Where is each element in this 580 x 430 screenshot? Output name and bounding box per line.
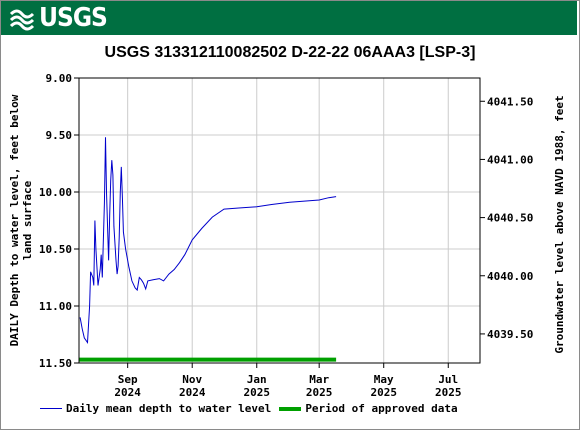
x-tick-label-year: 2025 bbox=[370, 386, 397, 399]
legend: Daily mean depth to water level Period o… bbox=[40, 402, 466, 415]
y2-tick-label: 4041.50 bbox=[487, 95, 533, 108]
y2-tick-label: 4039.50 bbox=[487, 328, 533, 341]
x-tick-label-month: Nov bbox=[182, 373, 202, 386]
legend-label-depth: Daily mean depth to water level bbox=[66, 402, 272, 415]
x-tick-label-month: May bbox=[374, 373, 394, 386]
y-tick-label: 9.00 bbox=[46, 72, 73, 85]
usgs-logo-text: USGS bbox=[39, 3, 108, 33]
x-tick-label-year: 2024 bbox=[179, 386, 206, 399]
usgs-wave-icon bbox=[9, 9, 35, 31]
x-tick-label-year: 2024 bbox=[114, 386, 141, 399]
y-tick-label: 10.00 bbox=[39, 186, 72, 199]
x-tick-label-month: Mar bbox=[309, 373, 329, 386]
y2-tick-label: 4040.00 bbox=[487, 270, 533, 283]
usgs-logo: USGS bbox=[9, 3, 108, 33]
y2-axis-label: Groundwater level above NAVD 1988, feet bbox=[553, 95, 566, 353]
chart-title: USGS 313312110082502 D-22-22 06AAA3 [LSP… bbox=[104, 44, 476, 61]
y-tick-label: 9.50 bbox=[46, 129, 73, 142]
y-tick-label: 11.50 bbox=[39, 357, 72, 370]
legend-swatch-depth bbox=[40, 408, 62, 409]
x-tick-label-month: Sep bbox=[118, 373, 138, 386]
series-line-depth bbox=[79, 137, 337, 344]
series-layer bbox=[79, 137, 337, 344]
x-tick-label-year: 2025 bbox=[244, 386, 271, 399]
y-tick-label: 10.50 bbox=[39, 243, 72, 256]
y-tick-label: 11.00 bbox=[39, 300, 72, 313]
legend-label-approved: Period of approved data bbox=[305, 402, 458, 415]
y-axis-label: DAILY Depth to water level, feet belowla… bbox=[8, 94, 34, 346]
legend-item-approved: Period of approved data bbox=[279, 402, 458, 415]
x-tick-label-month: Jul bbox=[438, 373, 458, 386]
plot-border bbox=[78, 77, 481, 364]
y-axis-label-line1: DAILY Depth to water level, feet below bbox=[8, 94, 21, 346]
x-tick-label-year: 2025 bbox=[306, 386, 333, 399]
y2-axis-ticks: 4041.50 4041.00 4040.50 4040.00 4039.50 bbox=[480, 95, 533, 341]
y2-tick-label: 4041.00 bbox=[487, 153, 533, 166]
x-tick-label-year: 2025 bbox=[435, 386, 462, 399]
y2-tick-label: 4040.50 bbox=[487, 212, 533, 225]
usgs-banner: USGS bbox=[1, 1, 577, 35]
x-tick-label-month: Jan bbox=[247, 373, 267, 386]
x-axis-ticks: Sep2024Nov2024Jan2025Mar2025May2025Jul20… bbox=[114, 363, 462, 399]
grid-lines bbox=[79, 78, 480, 363]
legend-item-depth: Daily mean depth to water level bbox=[40, 402, 271, 415]
y-axis-label-line2: land surface bbox=[21, 180, 34, 260]
legend-swatch-approved bbox=[279, 406, 302, 411]
y-axis-ticks: 9.00 9.50 10.00 10.50 11.00 11.50 bbox=[39, 72, 79, 370]
